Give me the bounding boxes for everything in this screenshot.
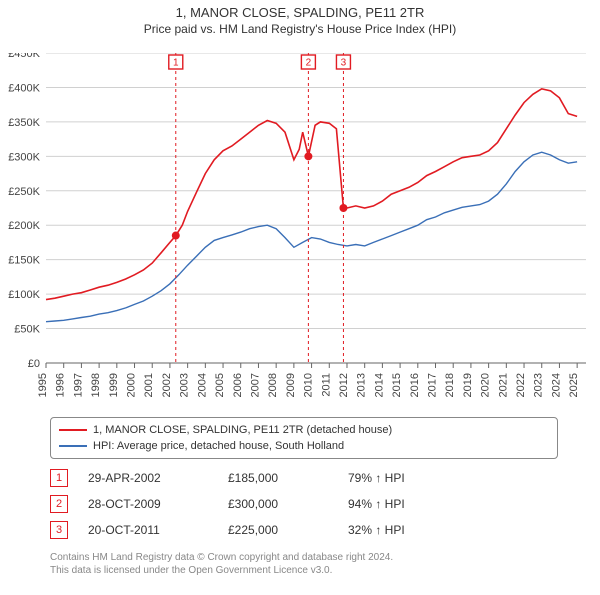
x-tick-label: 2025 (568, 373, 580, 397)
tx-index-label: 3 (341, 58, 347, 69)
x-tick-label: 2017 (427, 373, 439, 397)
tx-index-icon: 3 (50, 521, 68, 539)
tx-date: 29-APR-2002 (88, 471, 208, 485)
legend-label: 1, MANOR CLOSE, SPALDING, PE11 2TR (deta… (93, 422, 392, 438)
x-tick-label: 2023 (533, 373, 545, 397)
x-tick-label: 2022 (515, 373, 527, 397)
tx-price: £300,000 (228, 497, 328, 511)
x-tick-label: 2005 (214, 373, 226, 397)
tx-price: £185,000 (228, 471, 328, 485)
x-tick-label: 2020 (480, 373, 492, 397)
x-tick-label: 2004 (196, 373, 208, 397)
x-tick-label: 2010 (303, 373, 315, 397)
y-tick-label: £50K (14, 324, 40, 336)
footer-attribution: Contains HM Land Registry data © Crown c… (50, 551, 570, 577)
y-tick-label: £350K (8, 117, 40, 129)
tx-row: 2 28-OCT-2009 £300,000 94% ↑ HPI (50, 491, 540, 517)
x-tick-label: 2014 (373, 373, 385, 397)
x-tick-label: 2019 (462, 373, 474, 397)
y-tick-label: £100K (8, 289, 40, 301)
tx-row: 3 20-OCT-2011 £225,000 32% ↑ HPI (50, 517, 540, 543)
tx-marker (304, 152, 312, 160)
x-tick-label: 2012 (338, 373, 350, 397)
tx-delta: 79% ↑ HPI (348, 471, 458, 485)
x-tick-label: 2009 (285, 373, 297, 397)
x-tick-label: 1997 (72, 373, 84, 397)
x-tick-label: 2000 (126, 373, 138, 397)
footer-line: This data is licensed under the Open Gov… (50, 564, 570, 577)
y-tick-label: £0 (28, 358, 40, 370)
legend-swatch (59, 429, 87, 431)
x-tick-label: 1999 (108, 373, 120, 397)
legend: 1, MANOR CLOSE, SPALDING, PE11 2TR (deta… (50, 417, 558, 459)
tx-date: 28-OCT-2009 (88, 497, 208, 511)
tx-index-icon: 1 (50, 469, 68, 487)
tx-delta: 32% ↑ HPI (348, 523, 458, 537)
y-tick-label: £250K (8, 186, 40, 198)
x-tick-label: 1995 (37, 373, 49, 397)
tx-index-label: 1 (173, 58, 179, 69)
y-tick-label: £300K (8, 151, 40, 163)
tx-price: £225,000 (228, 523, 328, 537)
transaction-table: 1 29-APR-2002 £185,000 79% ↑ HPI 2 28-OCT-200… (50, 465, 540, 543)
x-tick-label: 2024 (550, 373, 562, 397)
tx-index-label: 2 (306, 58, 312, 69)
x-tick-label: 1996 (55, 373, 67, 397)
y-tick-label: £450K (8, 53, 40, 60)
x-tick-label: 2003 (179, 373, 191, 397)
page-subtitle: Price paid vs. HM Land Registry's House … (0, 22, 600, 36)
x-tick-label: 1998 (90, 373, 102, 397)
x-tick-label: 2008 (267, 373, 279, 397)
legend-item: 1, MANOR CLOSE, SPALDING, PE11 2TR (deta… (59, 422, 549, 438)
x-tick-label: 2011 (320, 373, 332, 397)
legend-label: HPI: Average price, detached house, Sout… (93, 438, 344, 454)
x-tick-label: 2006 (232, 373, 244, 397)
tx-delta: 94% ↑ HPI (348, 497, 458, 511)
x-tick-label: 2015 (391, 373, 403, 397)
series-line (46, 152, 577, 322)
tx-marker (339, 204, 347, 212)
y-tick-label: £150K (8, 255, 40, 267)
x-tick-label: 2001 (143, 373, 155, 397)
legend-item: HPI: Average price, detached house, Sout… (59, 438, 549, 454)
x-tick-label: 2018 (444, 373, 456, 397)
tx-row: 1 29-APR-2002 £185,000 79% ↑ HPI (50, 465, 540, 491)
page-title: 1, MANOR CLOSE, SPALDING, PE11 2TR (0, 5, 600, 20)
y-tick-label: £400K (8, 82, 40, 94)
x-tick-label: 2016 (409, 373, 421, 397)
price-chart: £0 £50K £100K £150K £200K £250K £300K £350K £400… (0, 53, 586, 403)
tx-date: 20-OCT-2011 (88, 523, 208, 537)
y-tick-label: £200K (8, 220, 40, 232)
x-tick-label: 2007 (249, 373, 261, 397)
x-tick-label: 2021 (497, 373, 509, 397)
tx-index-icon: 2 (50, 495, 68, 513)
x-tick-label: 2013 (356, 373, 368, 397)
footer-line: Contains HM Land Registry data © Crown c… (50, 551, 570, 564)
x-tick-label: 2002 (161, 373, 173, 397)
tx-marker (172, 232, 180, 240)
legend-swatch (59, 445, 87, 447)
